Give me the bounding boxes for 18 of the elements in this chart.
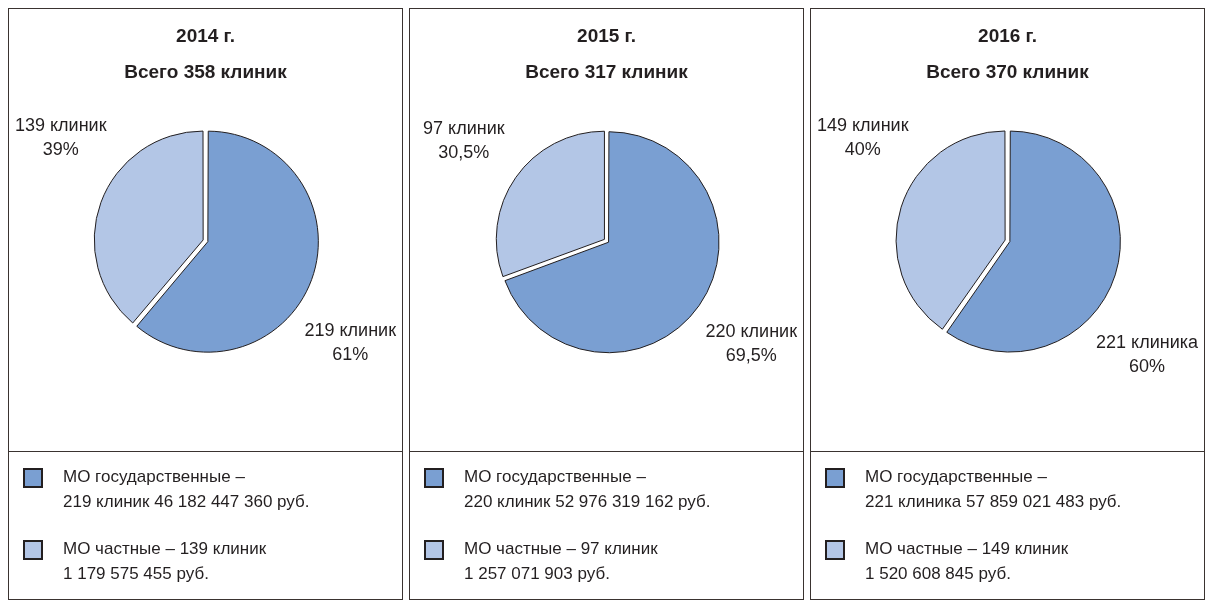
data-label: 221 клиника 60% [1096,331,1199,376]
legend-label: МО частные – 139 клиник 1 179 575 455 руб. [63,538,267,585]
legend-label: МО государственные – 220 клиник 52 976 319 162 руб. [464,466,711,513]
chart-subtitle: Всего 317 клиник [525,61,689,83]
chart-title: 2015 г. [577,24,636,46]
legend-label: МО частные – 149 клиник 1 520 608 845 руб. [865,538,1069,585]
legend-label: МО государственные – 221 клиника 57 859 021 483 руб. [865,466,1122,513]
data-label: 220 клиник 69,5% [705,320,798,365]
data-label: 139 клиник 39% [15,115,107,160]
chart-subtitle: Всего 358 клиник [124,61,288,83]
chart-title: 2016 г. [978,24,1037,46]
legend-label: МО государственные – 219 клиник 46 182 447 360 руб. [63,466,310,513]
data-label: 97 клиник 30,5% [423,118,505,163]
chart-title: 2014 г. [176,24,235,46]
chart-subtitle: Всего 370 клиник [926,61,1090,83]
legend-label: МО частные – 97 клиник 1 257 071 903 руб. [464,538,658,585]
data-label: 149 клиник 40% [817,115,909,160]
data-label: 219 клиник 61% [304,320,397,365]
